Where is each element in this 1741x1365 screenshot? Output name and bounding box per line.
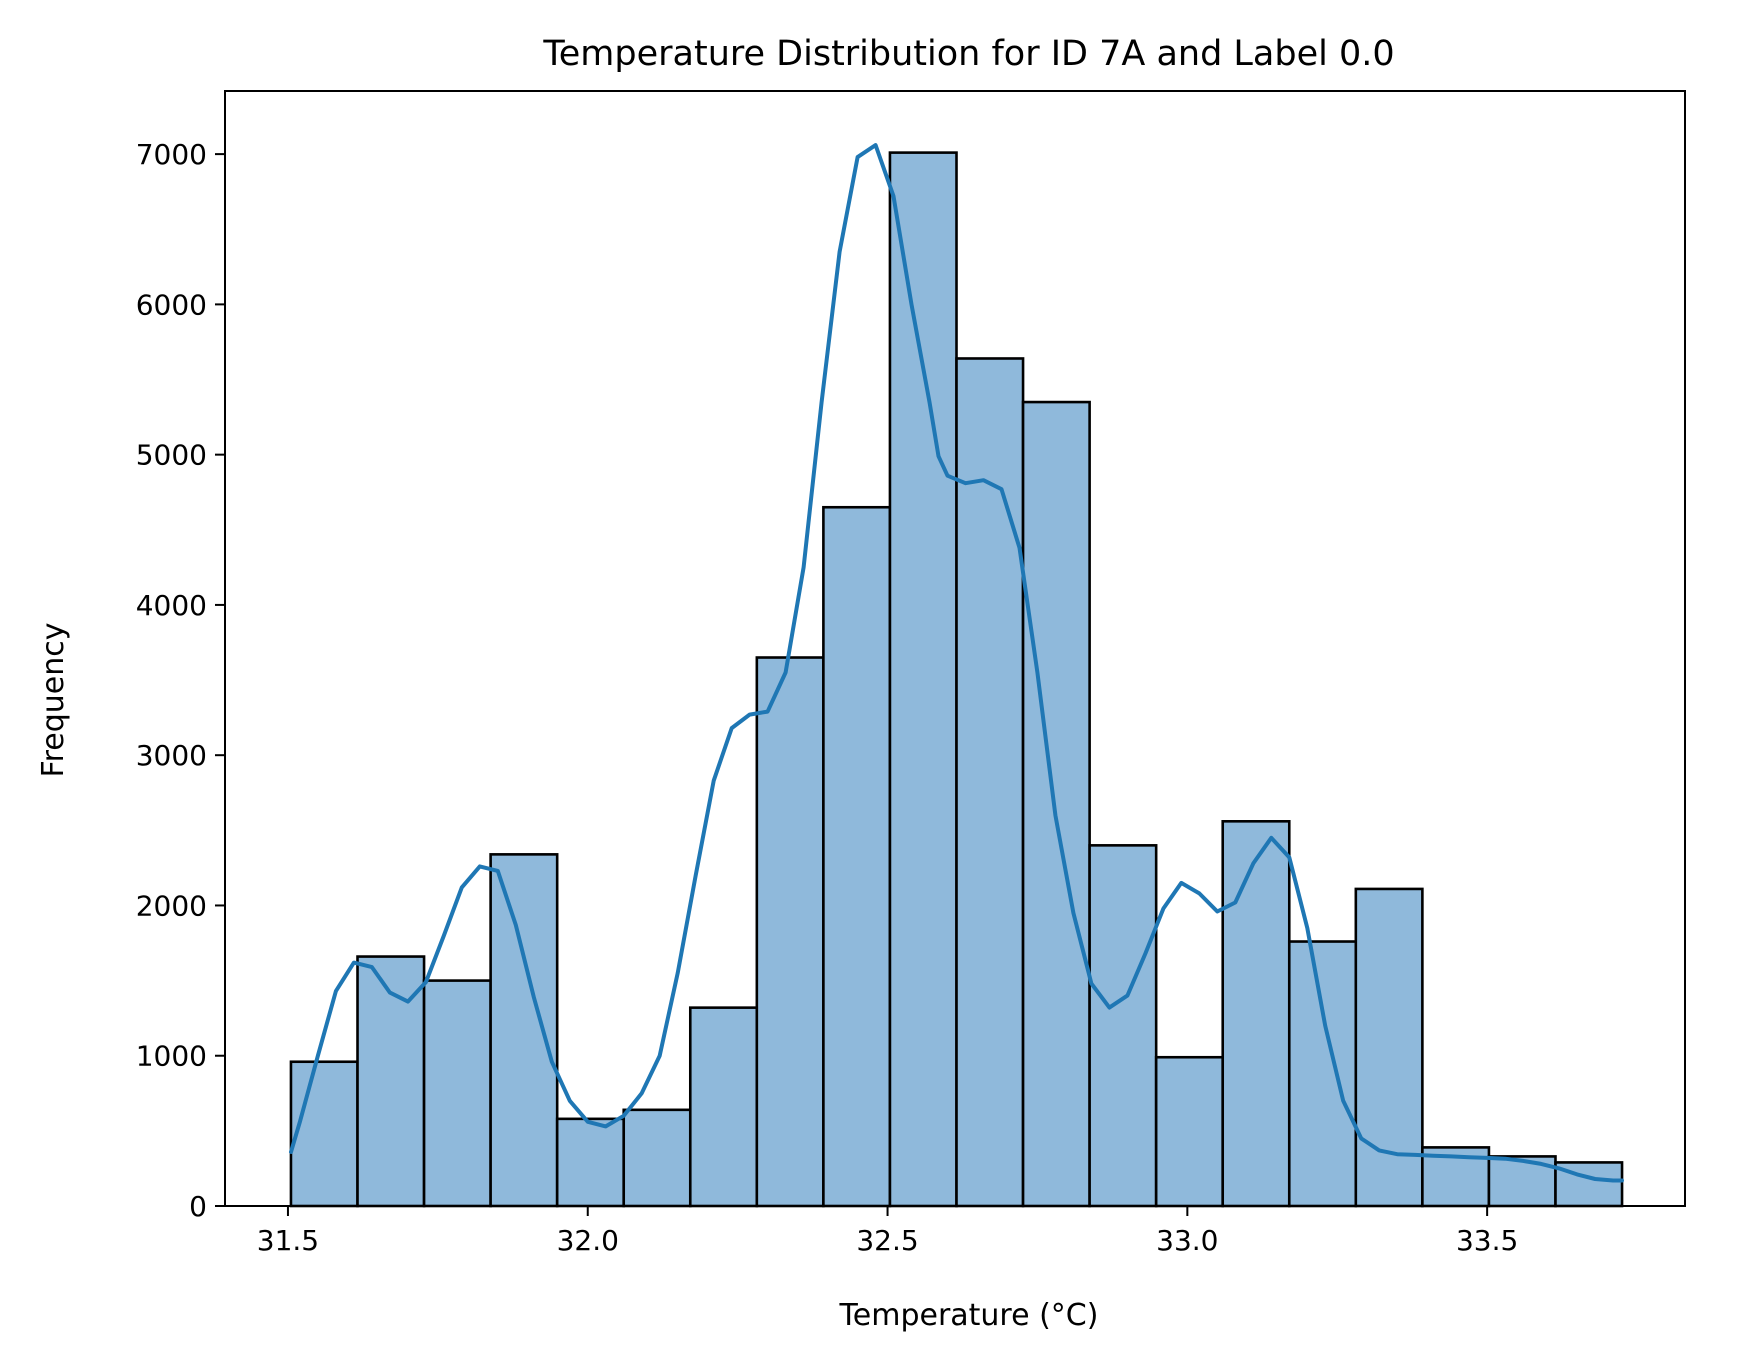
histogram-bar <box>289 1060 359 1208</box>
histogram-bar <box>888 151 958 1208</box>
x-axis-ticks: 31.5 32.0 32.5 33.0 33.5 <box>257 1206 1518 1257</box>
bars-layer <box>289 151 1624 1208</box>
histogram-bar <box>489 853 559 1208</box>
histogram-bar <box>955 357 1025 1208</box>
x-tick-label: 31.5 <box>257 1224 319 1257</box>
histogram-bar <box>1021 400 1091 1208</box>
histogram-bar <box>622 1108 692 1208</box>
y-tick-label: 2000 <box>136 889 207 922</box>
histogram-bar <box>1088 844 1158 1208</box>
y-tick-label: 0 <box>189 1190 207 1223</box>
y-tick-label: 7000 <box>136 138 207 171</box>
x-tick-label: 33.0 <box>1156 1224 1218 1257</box>
y-tick-label: 6000 <box>136 288 207 321</box>
x-axis-label: Temperature (°C) <box>839 1298 1099 1333</box>
histogram-bar <box>1221 820 1291 1208</box>
y-tick-label: 1000 <box>136 1040 207 1073</box>
x-tick-label: 32.5 <box>856 1224 918 1257</box>
kde-curve <box>289 143 1624 1183</box>
histogram-bar <box>1354 887 1424 1208</box>
histogram-bar <box>688 1006 759 1208</box>
y-tick-label: 3000 <box>136 739 207 772</box>
y-axis-label: Frequency <box>36 623 71 778</box>
y-axis-ticks: 0 1000 2000 3000 4000 5000 6000 7000 <box>136 138 225 1223</box>
chart-title: Temperature Distribution for ID 7A and L… <box>542 34 1394 74</box>
y-tick-label: 5000 <box>136 439 207 472</box>
histogram-bar <box>755 656 825 1208</box>
y-tick-label: 4000 <box>136 589 207 622</box>
histogram-bar <box>422 979 492 1208</box>
histogram-bar <box>1287 940 1358 1208</box>
plot-frame <box>224 90 1686 1207</box>
histogram-bar <box>822 505 892 1208</box>
histogram-bar <box>1154 1055 1225 1208</box>
x-tick-label: 33.5 <box>1456 1224 1518 1257</box>
x-tick-label: 32.0 <box>557 1224 619 1257</box>
histogram-bar <box>555 1117 626 1208</box>
